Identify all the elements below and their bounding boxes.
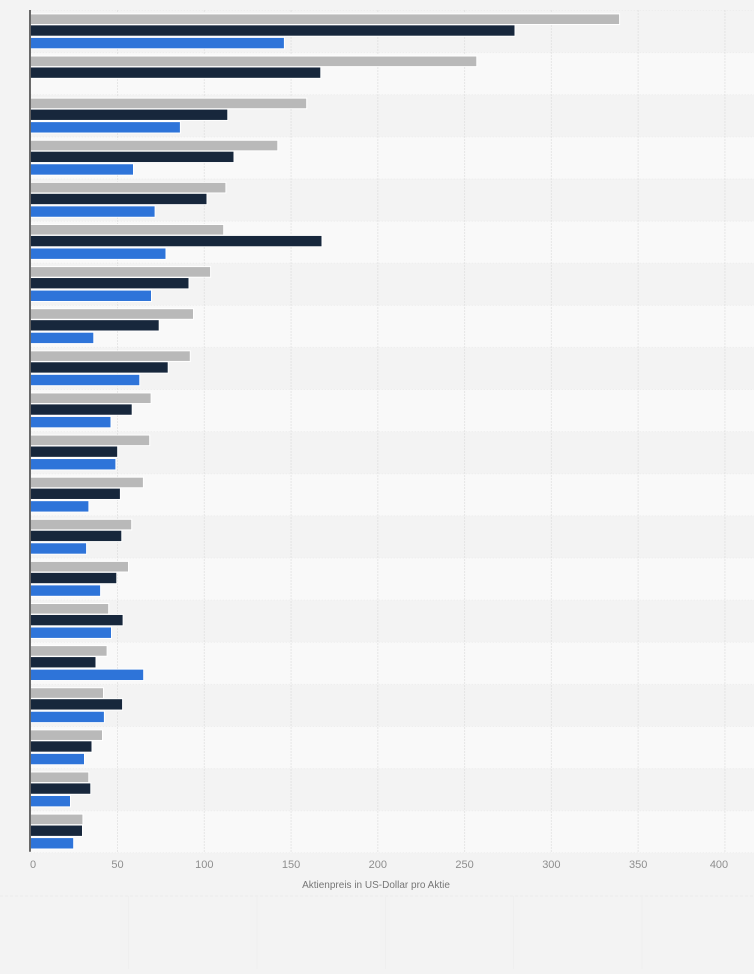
svg-text:300: 300: [542, 859, 560, 871]
svg-text:0: 0: [30, 859, 36, 871]
svg-text:50: 50: [111, 859, 123, 871]
svg-text:250: 250: [455, 859, 473, 871]
svg-text:400: 400: [710, 859, 728, 871]
svg-text:150: 150: [282, 859, 300, 871]
svg-text:350: 350: [629, 859, 647, 871]
svg-text:Aktienpreis in US-Dollar pro A: Aktienpreis in US-Dollar pro Aktie: [302, 880, 450, 891]
svg-text:200: 200: [369, 859, 387, 871]
svg-text:100: 100: [195, 859, 213, 871]
